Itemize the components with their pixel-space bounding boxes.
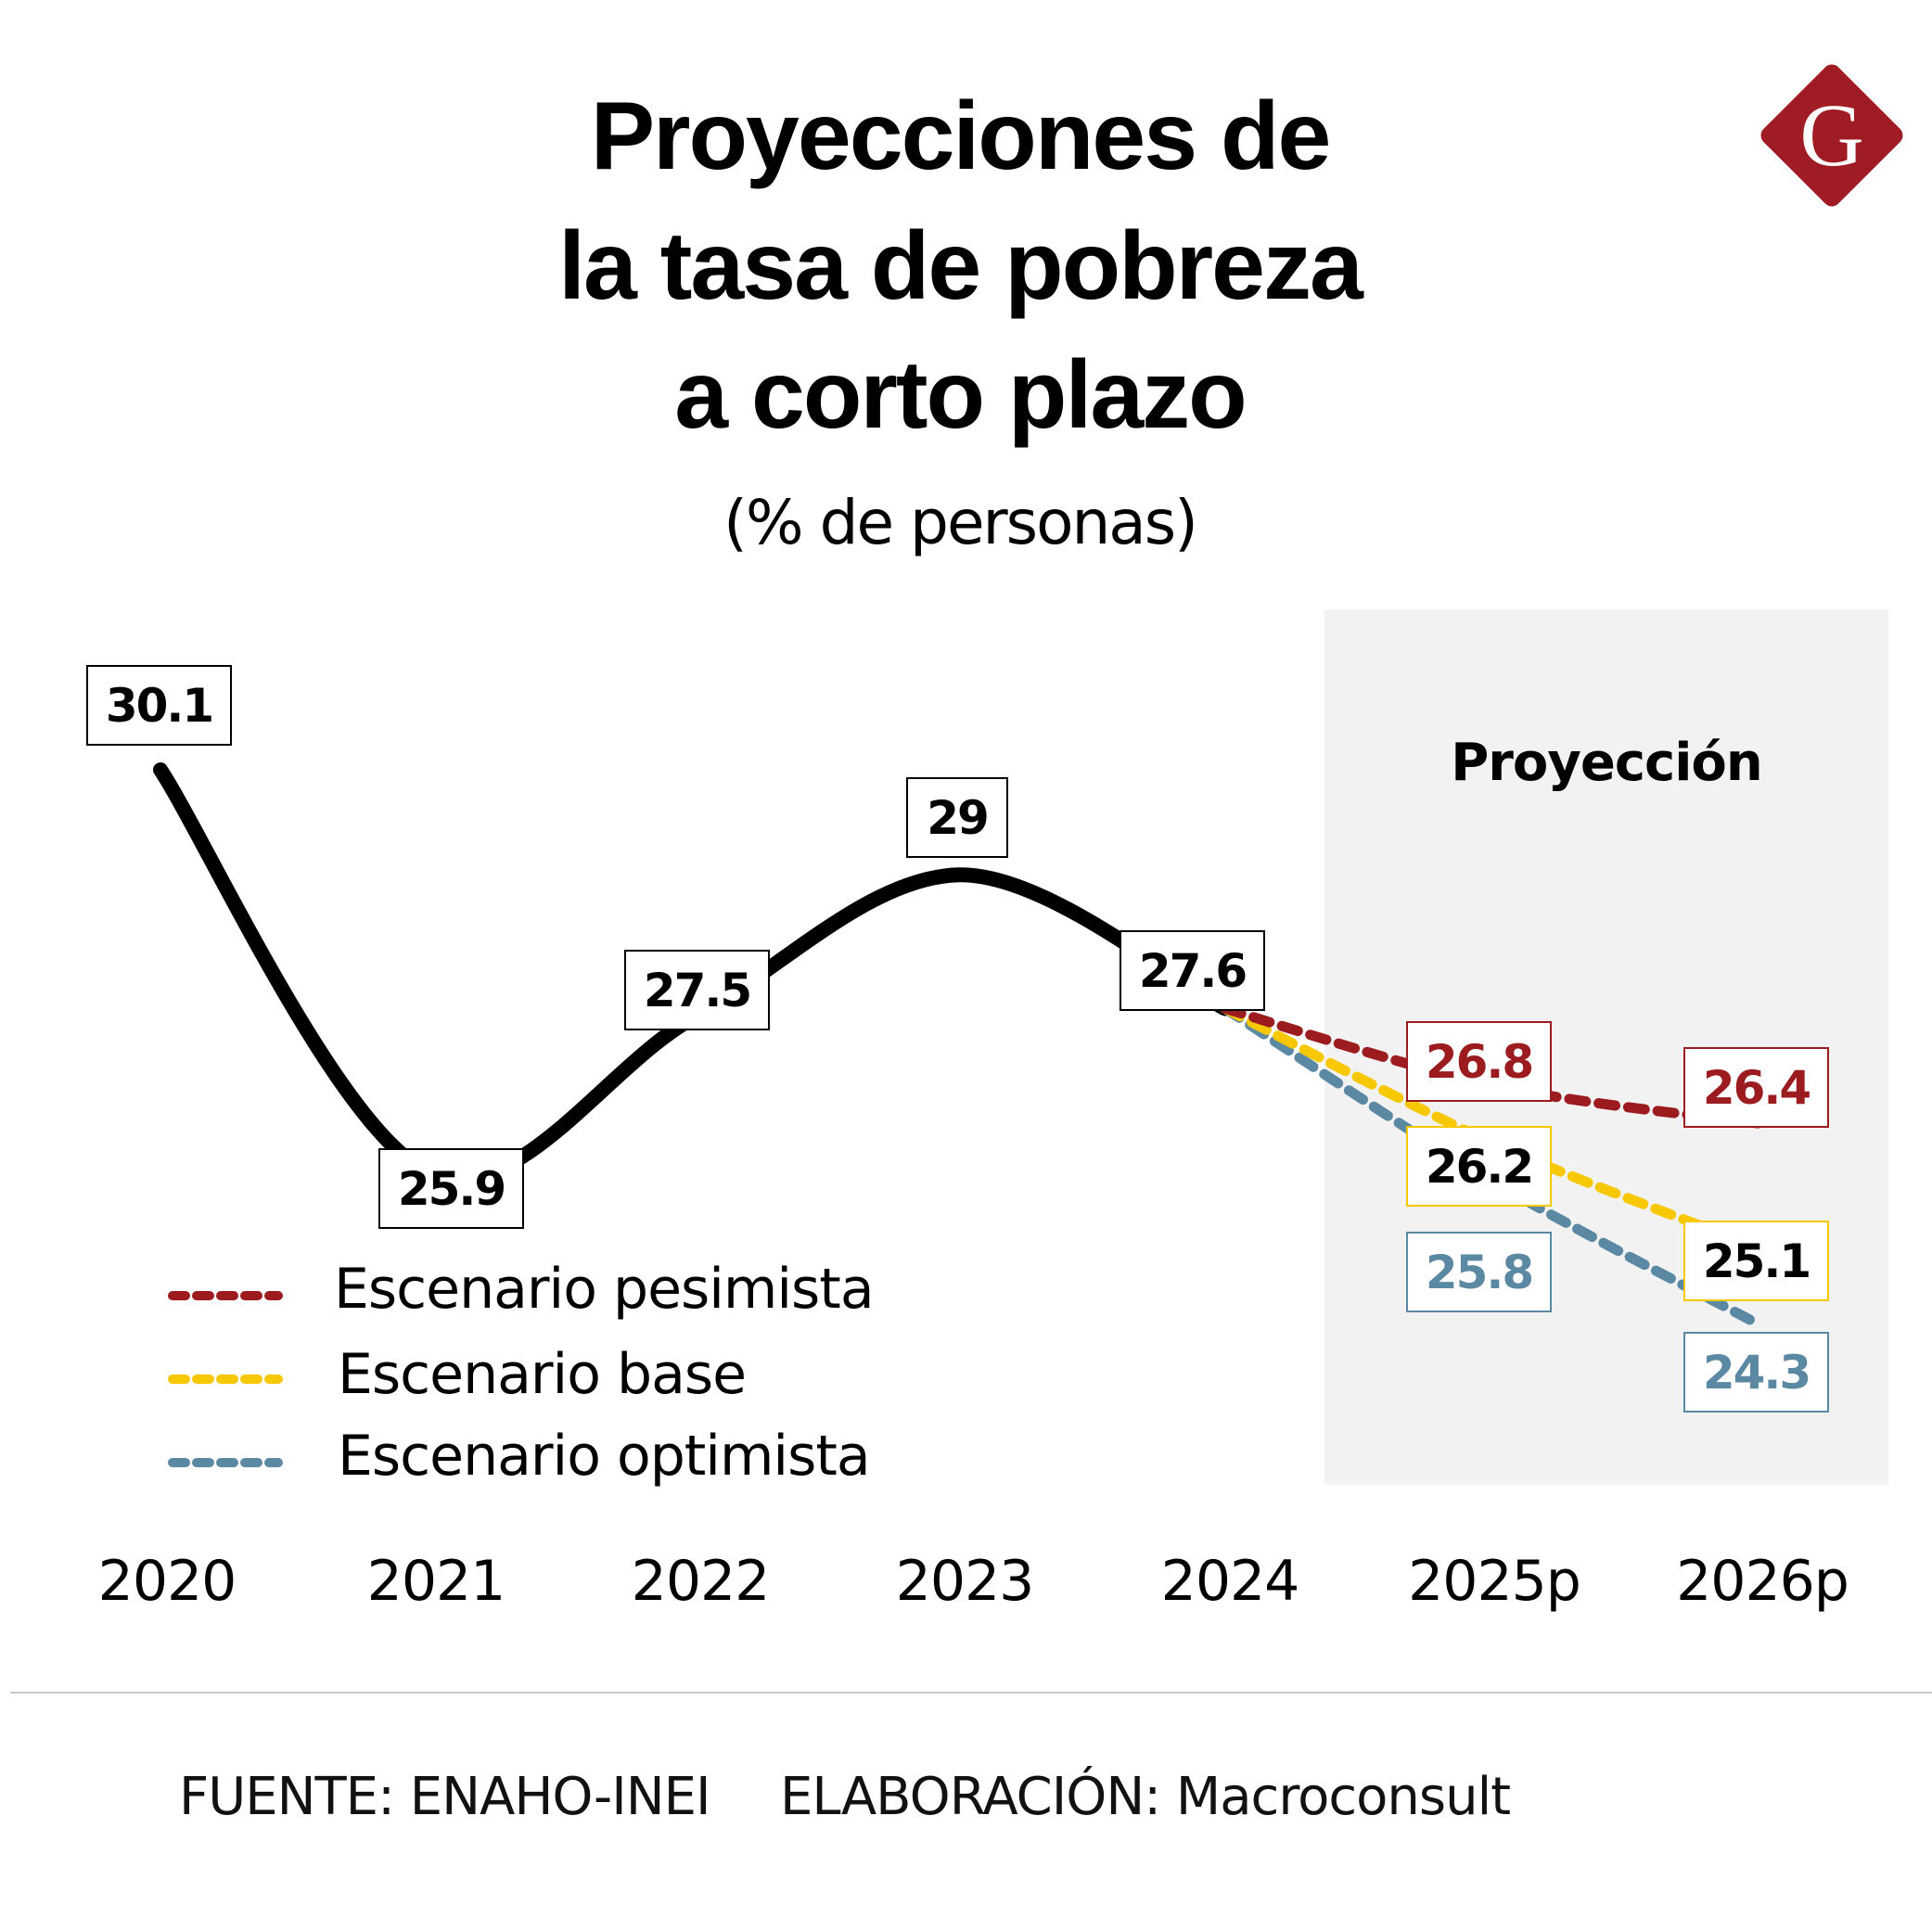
title-line-2: la tasa de pobreza — [558, 212, 1363, 320]
title-line-1: Proyecciones de — [590, 83, 1332, 190]
x-tick-2024: 2024 — [1160, 1549, 1300, 1614]
subtitle: (% de personas) — [723, 487, 1198, 558]
value-label-2023: 29 — [906, 777, 1008, 858]
x-tick-2021: 2021 — [366, 1549, 506, 1614]
title-line-3: a corto plazo — [674, 341, 1247, 449]
value-label-2024: 27.6 — [1120, 930, 1265, 1011]
footer-source: FUENTE: ENAHO-INEI — [179, 1767, 711, 1827]
projection-label: Proyección — [1451, 733, 1763, 793]
x-tick-2023: 2023 — [895, 1549, 1035, 1614]
value-label-optimista-2025: 25.8 — [1406, 1232, 1552, 1312]
legend-label-optimista: Escenario optimista — [338, 1424, 871, 1489]
value-label-pesimista-2026: 26.4 — [1683, 1047, 1829, 1128]
x-tick-2022: 2022 — [631, 1549, 771, 1614]
footer-credit: ELABORACIÓN: Macroconsult — [780, 1767, 1511, 1827]
value-label-2021: 25.9 — [378, 1148, 524, 1229]
legend-label-base: Escenario base — [338, 1342, 747, 1407]
value-label-optimista-2026: 24.3 — [1683, 1332, 1829, 1413]
legend-label-pesimista: Escenario pesimista — [334, 1257, 875, 1322]
historical-line — [153, 762, 1233, 1186]
value-label-base-2025: 26.2 — [1406, 1126, 1552, 1207]
x-tick-2020: 2020 — [97, 1549, 237, 1614]
footer-divider — [10, 1692, 1932, 1694]
value-label-2020: 30.1 — [86, 665, 232, 746]
x-tick-2025p: 2025p — [1408, 1549, 1581, 1614]
x-tick-2026p: 2026p — [1676, 1549, 1849, 1614]
value-label-pesimista-2025: 26.8 — [1406, 1021, 1552, 1102]
value-label-2022: 27.5 — [624, 950, 770, 1030]
value-label-base-2026: 25.1 — [1683, 1221, 1829, 1301]
